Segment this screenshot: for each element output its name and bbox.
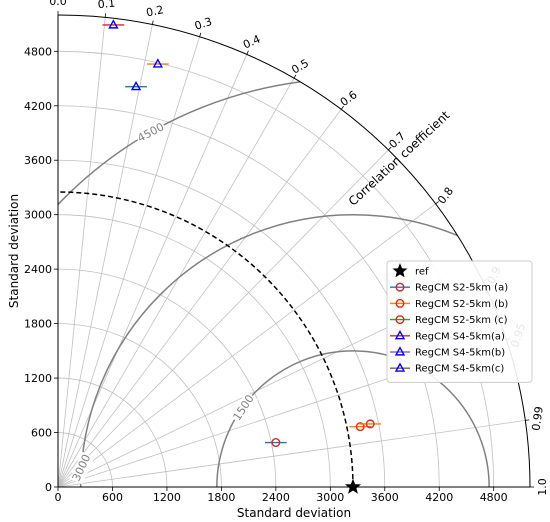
data-point-circle: [365, 419, 375, 429]
x-tick-label: 600: [102, 491, 123, 504]
corr-grid-line: [57, 109, 342, 488]
data-point-triangle: [108, 19, 119, 29]
corr-grid-line: [57, 54, 248, 488]
corr-tick-label: 1.0: [536, 478, 549, 496]
x-tick-label: 3000: [316, 491, 344, 504]
legend-label: RegCM S4-5km(b): [415, 348, 505, 359]
x-tick-label: 1800: [207, 491, 235, 504]
x-tick-label: 3600: [371, 491, 399, 504]
x-axis-title: Standard deviation: [237, 506, 351, 520]
rms-contour: [79, 214, 530, 487]
std-grid-arc: [57, 105, 440, 488]
rms-contour-label: 4500: [135, 120, 166, 145]
corr-tick-mark: [152, 20, 154, 25]
chart-grid: [57, 17, 526, 488]
ref-point: [345, 478, 361, 494]
data-point-triangle: [152, 58, 164, 68]
legend-label: RegCM S4-5km(c): [415, 364, 504, 375]
legend-circle-marker: [395, 298, 405, 308]
corr-grid-line: [57, 17, 106, 488]
x-tick-label: 2400: [262, 491, 290, 504]
legend-label: RegCM S2-5km (b): [415, 299, 508, 310]
legend-label: RegCM S4-5km(a): [415, 331, 505, 342]
rms-contour: [216, 350, 490, 487]
legend: ref RegCM S2-5km (a) RegCM S2-5km (b) RegCM…: [386, 260, 533, 383]
y-tick-label: 1200: [24, 372, 52, 385]
rms-label-bg: [69, 451, 95, 485]
legend-triangle-marker: [394, 346, 406, 356]
std-grid-arc: [57, 377, 168, 488]
x-tick-label: 1200: [153, 491, 181, 504]
corr-tick-mark: [199, 32, 202, 37]
std-grid-arc: [57, 432, 113, 488]
corr-grid-line: [57, 78, 295, 488]
legend-label: ref: [415, 267, 429, 278]
legend-circle-marker: [395, 315, 405, 325]
corr-tick-mark: [525, 419, 530, 421]
corr-tick-label: 0.8: [435, 185, 456, 207]
x-tick-label: 4200: [425, 491, 453, 504]
x-tick-label: 4800: [480, 491, 508, 504]
corr-tick-label: 0.99: [529, 405, 545, 431]
legend-circle-marker: [395, 282, 405, 292]
std-grid-arc: [57, 268, 277, 488]
corr-tick-label: 0.0: [49, 0, 67, 8]
legend-label: RegCM S2-5km (c): [415, 315, 508, 326]
corr-tick-label: 0.6: [338, 88, 360, 109]
std-grid-arc: [57, 214, 331, 488]
y-tick-label: 1800: [24, 318, 52, 331]
corr-tick-label: 0.3: [193, 15, 214, 33]
rms-label-bg: [229, 391, 259, 425]
legend-box: [386, 260, 533, 383]
corr-tick-mark: [293, 74, 297, 79]
legend-triangle-marker: [394, 362, 406, 372]
y-tick-label: 2400: [24, 263, 52, 276]
legend-triangle-marker: [394, 330, 406, 340]
corr-tick-mark: [388, 146, 392, 151]
data-points: [102, 19, 382, 494]
rms-contour-label: 1500: [231, 392, 257, 423]
legend-label: RegCM S2-5km (a): [415, 283, 508, 294]
std-grid-arc: [57, 323, 222, 488]
data-point-triangle: [130, 80, 142, 91]
legend-star-marker: [392, 263, 408, 278]
corr-tick-mark: [435, 201, 440, 205]
rms-label-bg: [134, 119, 168, 147]
corr-grid-line: [57, 203, 436, 488]
y-tick-label: 0: [45, 481, 52, 494]
y-tick-label: 3000: [24, 209, 52, 222]
y-axis-title: Standard deviation: [7, 194, 21, 308]
y-tick-label: 4200: [24, 100, 52, 113]
corr-tick-mark: [246, 50, 249, 55]
data-point-circle: [355, 422, 365, 432]
corr-grid-line: [57, 149, 389, 488]
x-tick-label: 0: [55, 491, 62, 504]
corr-tick-label: 0.1: [97, 0, 116, 11]
corr-tick-label: 0.4: [241, 33, 262, 52]
outer-arc: [57, 14, 531, 488]
corr-grid-line: [57, 420, 526, 488]
corr-tick-label: 0.5: [289, 57, 311, 77]
y-tick-label: 600: [31, 427, 52, 440]
y-tick-label: 4800: [24, 45, 52, 58]
corr-tick-label: 0.2: [145, 3, 165, 19]
ref-std-arc: [57, 191, 354, 488]
corr-grid-line: [57, 36, 200, 488]
std-grid-arc: [57, 159, 386, 488]
corr-grid-line: [57, 24, 153, 488]
corr-axis-title: Correlation coefficient: [346, 108, 453, 209]
corr-tick-mark: [340, 105, 344, 110]
data-point-circle: [271, 438, 281, 448]
y-tick-label: 3600: [24, 154, 52, 167]
